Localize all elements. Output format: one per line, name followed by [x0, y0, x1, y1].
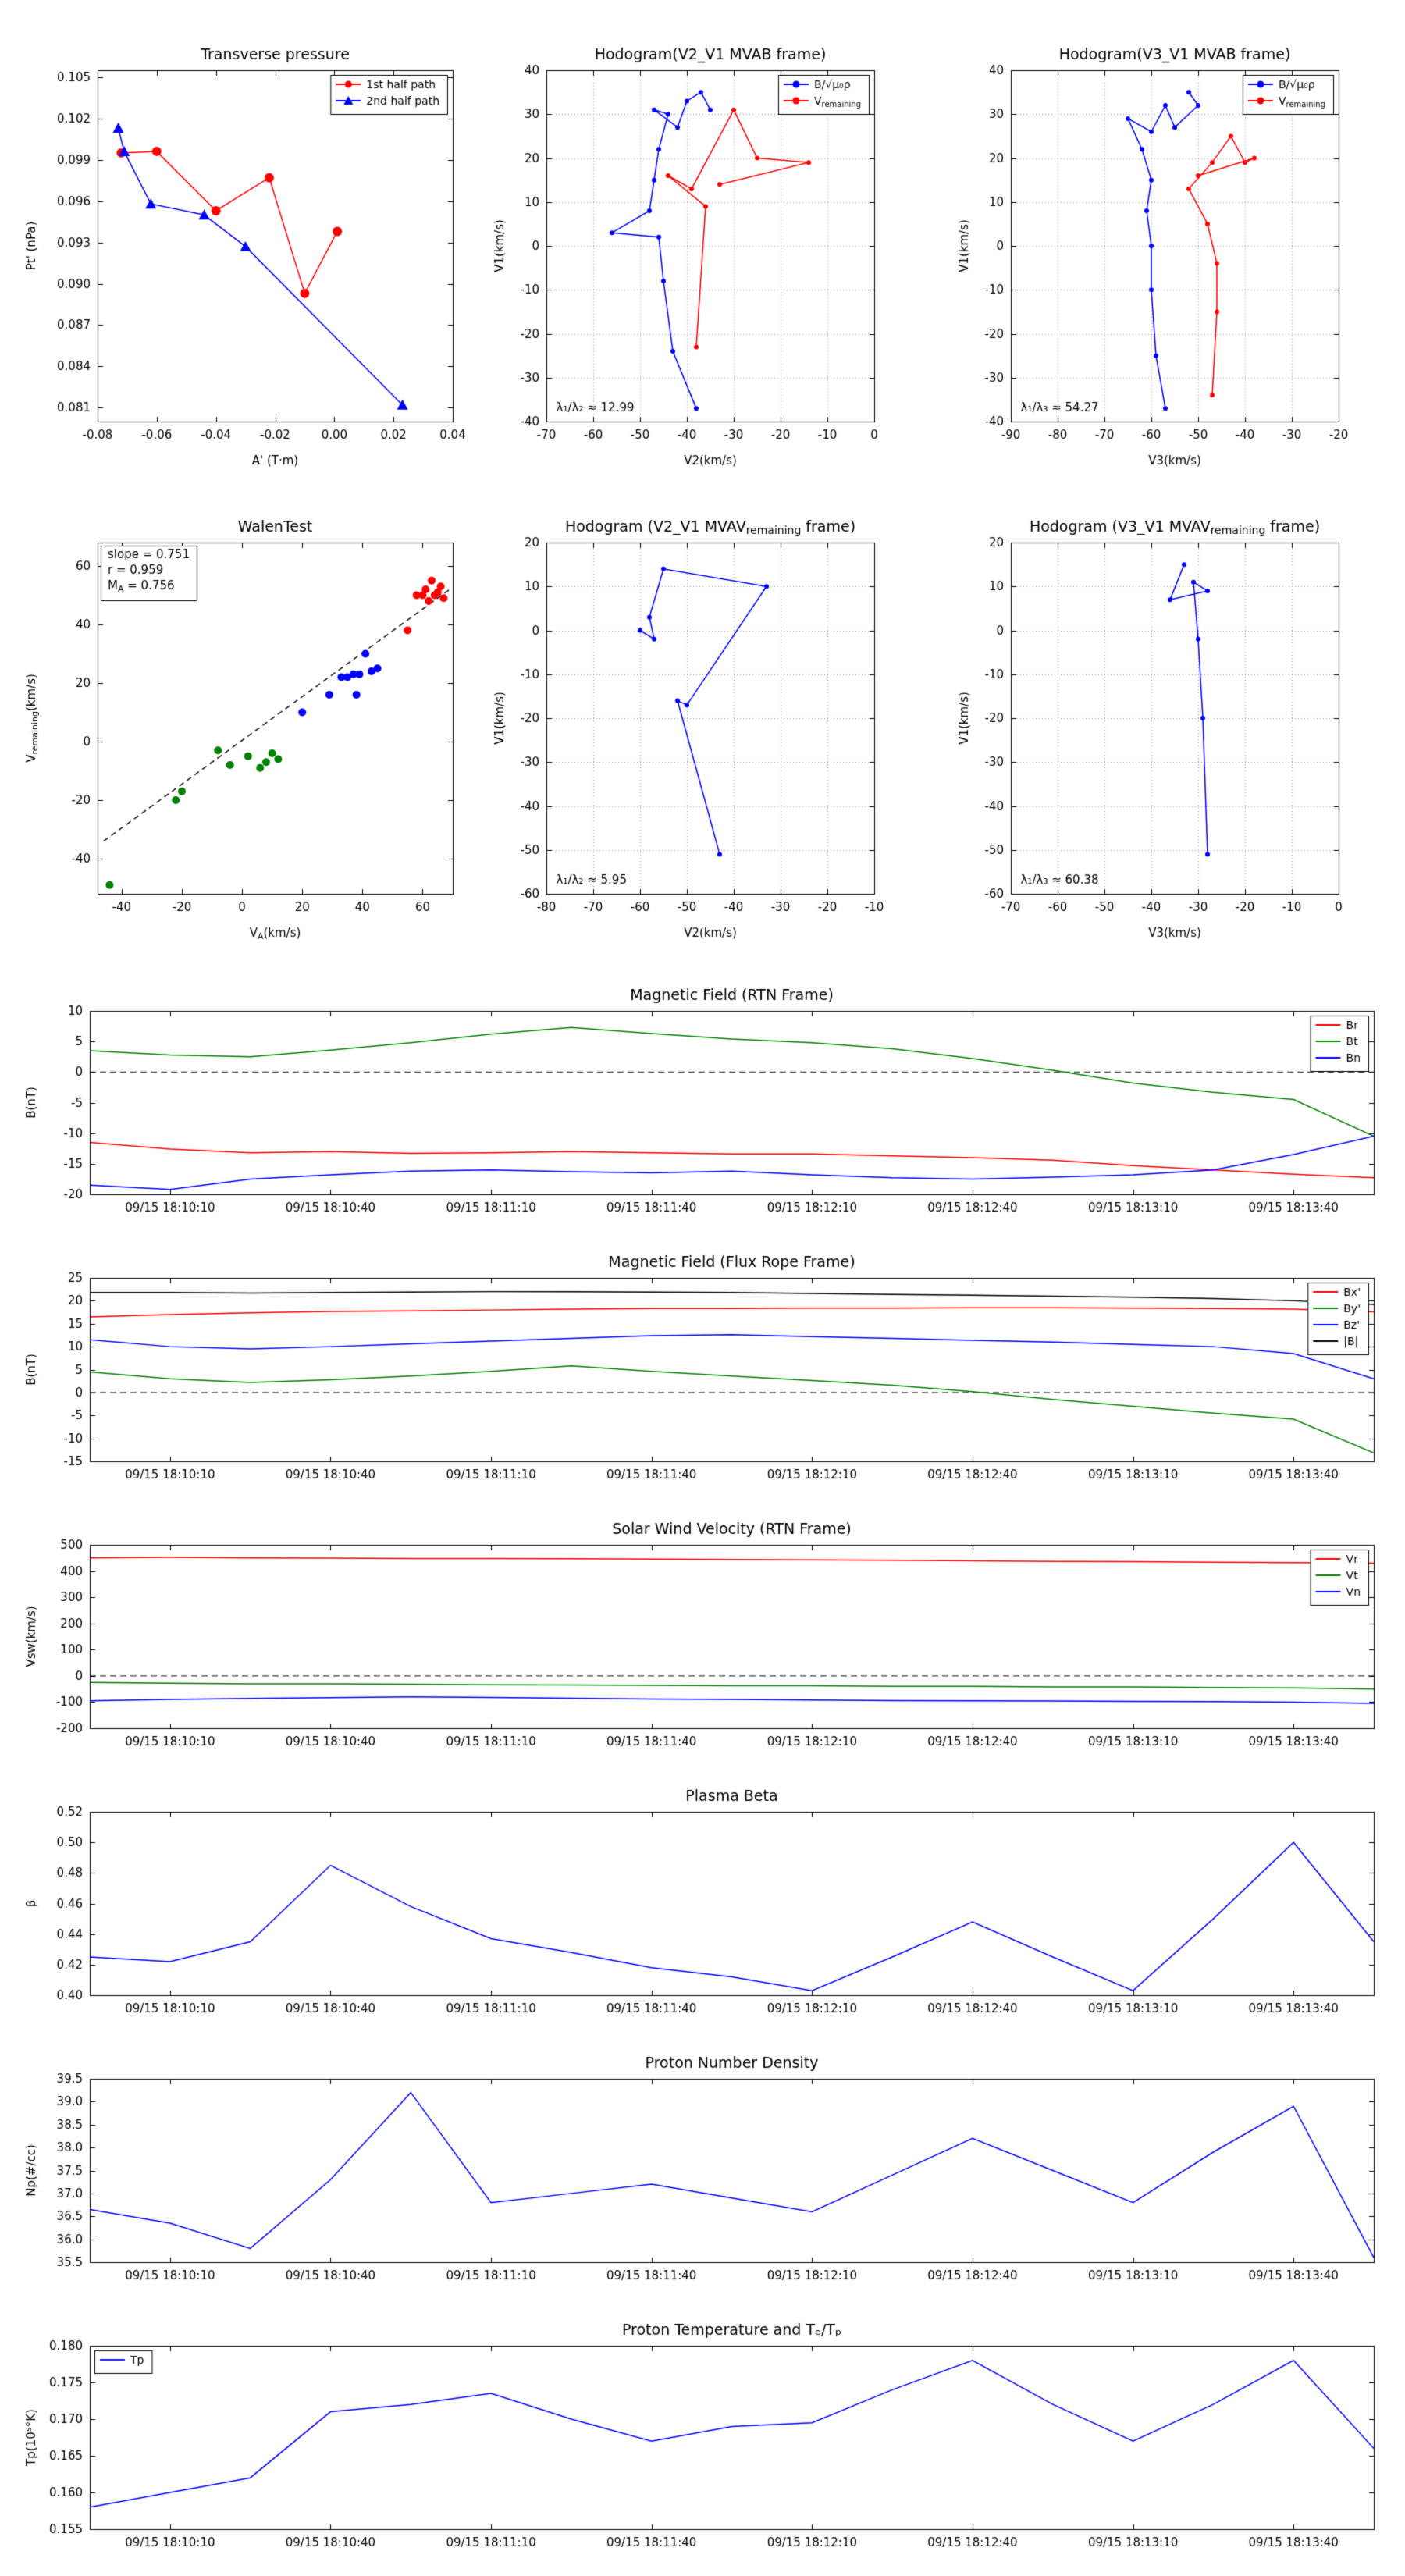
chart-plasma-beta	[12, 1773, 1397, 2030]
transverse-pressure-canvas	[12, 20, 480, 488]
chart-proton-temperature	[12, 2307, 1397, 2564]
chart-magnetic-field-fluxrope	[12, 1239, 1397, 1496]
chart-walen-test	[12, 492, 480, 960]
hodogram-v3v1-mvav-canvas	[944, 492, 1358, 960]
solar-wind-velocity-canvas	[12, 1506, 1397, 1763]
plasma-beta-canvas	[12, 1773, 1397, 2030]
proton-temperature-canvas	[12, 2307, 1397, 2564]
chart-proton-density	[12, 2040, 1397, 2297]
chart-solar-wind-velocity	[12, 1506, 1397, 1763]
chart-transverse-pressure	[12, 20, 480, 488]
hodogram-v2v1-mvav-canvas	[480, 492, 894, 960]
chart-hodogram-v2v1-mvav	[480, 492, 894, 960]
magnetic-field-fluxrope-canvas	[12, 1239, 1397, 1496]
proton-density-canvas	[12, 2040, 1397, 2297]
hodogram-v2v1-mvab-canvas	[480, 20, 894, 488]
hodogram-v3v1-mvab-canvas	[944, 20, 1358, 488]
chart-magnetic-field-rtn	[12, 972, 1397, 1229]
chart-hodogram-v3v1-mvav	[944, 492, 1358, 960]
magnetic-field-rtn-canvas	[12, 972, 1397, 1229]
chart-hodogram-v3v1-mvab	[944, 20, 1358, 488]
chart-hodogram-v2v1-mvab	[480, 20, 894, 488]
walen-test-canvas	[12, 492, 480, 960]
